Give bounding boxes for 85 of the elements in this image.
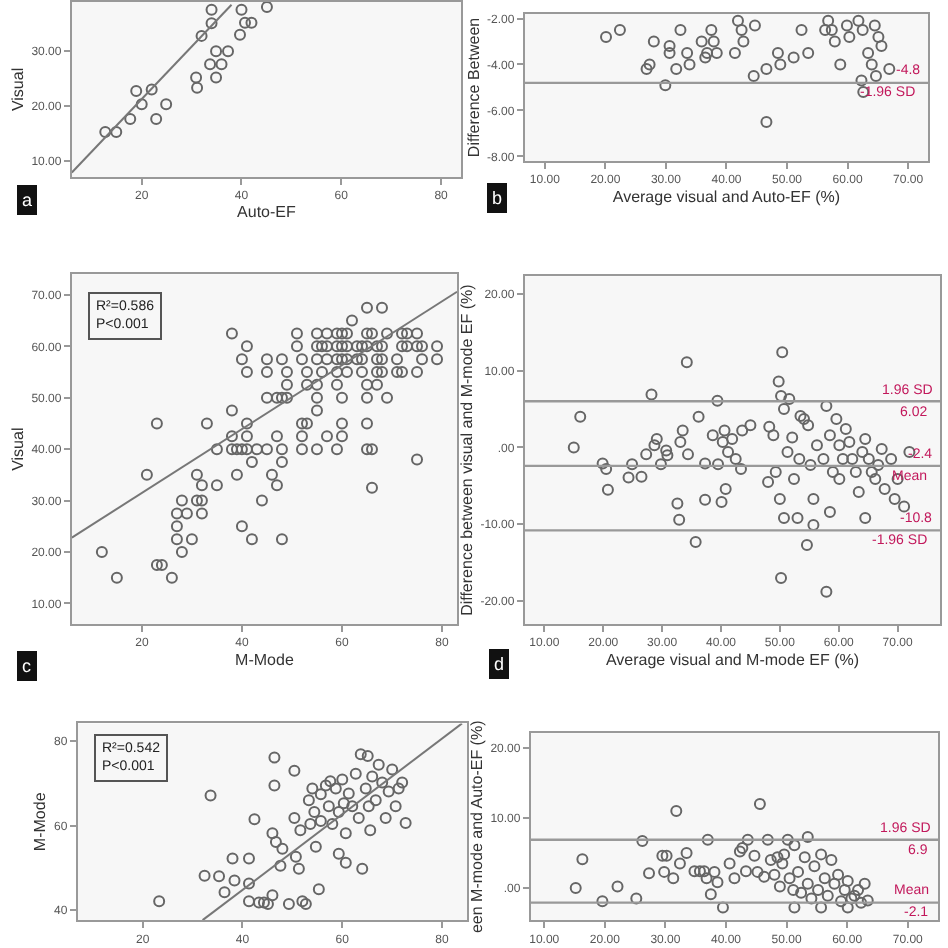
point bbox=[150, 112, 163, 125]
point bbox=[245, 16, 258, 29]
text: c bbox=[22, 656, 32, 676]
y-axis-title: Difference between visual and M-mode EF (%) bbox=[457, 283, 476, 616]
point bbox=[613, 24, 626, 36]
point bbox=[205, 3, 218, 16]
y-axis-title: M-Mode bbox=[31, 791, 50, 852]
x-axis-title: M-Mode bbox=[235, 650, 295, 669]
point bbox=[883, 63, 896, 76]
point bbox=[828, 35, 841, 48]
point bbox=[707, 35, 720, 48]
point bbox=[210, 45, 223, 58]
point bbox=[822, 14, 835, 27]
point bbox=[855, 74, 868, 87]
point bbox=[210, 71, 223, 84]
point bbox=[747, 69, 760, 82]
text: a bbox=[22, 190, 33, 210]
point bbox=[843, 30, 856, 43]
point bbox=[643, 58, 656, 71]
point bbox=[260, 2, 273, 13]
point bbox=[737, 35, 750, 48]
point bbox=[705, 24, 718, 36]
x-axis-title: Auto-EF bbox=[237, 203, 297, 222]
point bbox=[239, 16, 251, 29]
point bbox=[215, 58, 228, 71]
point bbox=[834, 58, 847, 71]
point bbox=[852, 14, 865, 27]
point bbox=[681, 46, 694, 59]
point bbox=[674, 24, 687, 36]
point bbox=[731, 14, 744, 27]
point bbox=[840, 19, 853, 32]
point bbox=[190, 71, 203, 84]
point bbox=[872, 30, 885, 43]
point bbox=[728, 46, 741, 59]
point bbox=[748, 19, 761, 32]
point bbox=[222, 45, 235, 58]
point bbox=[600, 30, 613, 43]
y-axis-title: Visual bbox=[8, 67, 27, 112]
point bbox=[234, 28, 246, 41]
point bbox=[865, 58, 878, 71]
point bbox=[771, 46, 784, 59]
point bbox=[195, 29, 208, 42]
y-axis-title: Difference Between bbox=[464, 17, 483, 158]
point bbox=[191, 81, 204, 94]
point bbox=[699, 51, 712, 64]
point bbox=[205, 17, 218, 30]
x-axis-title: Average visual and M-mode EF (%) bbox=[605, 650, 860, 669]
point bbox=[701, 46, 714, 59]
point bbox=[802, 46, 815, 59]
point bbox=[659, 79, 672, 92]
text: b bbox=[492, 188, 503, 208]
point bbox=[825, 24, 838, 36]
point bbox=[819, 24, 832, 36]
point bbox=[204, 58, 217, 71]
point bbox=[647, 35, 660, 48]
point bbox=[795, 24, 808, 36]
point bbox=[875, 40, 888, 53]
point bbox=[110, 126, 123, 139]
text: d bbox=[494, 654, 505, 674]
point bbox=[735, 24, 748, 36]
point bbox=[124, 112, 137, 125]
point bbox=[145, 83, 158, 96]
point bbox=[695, 35, 708, 48]
point bbox=[130, 85, 143, 98]
point bbox=[787, 51, 800, 64]
y-axis-title: een M-mode and Auto-EF (%) bbox=[467, 719, 486, 934]
point bbox=[862, 46, 875, 59]
point bbox=[774, 58, 787, 71]
point bbox=[640, 63, 653, 76]
point bbox=[710, 46, 723, 59]
point bbox=[683, 58, 696, 71]
point bbox=[663, 40, 676, 53]
point bbox=[670, 63, 683, 76]
point bbox=[856, 24, 869, 36]
point bbox=[135, 98, 148, 111]
point bbox=[760, 115, 773, 128]
y-axis-title: Visual bbox=[8, 427, 27, 471]
x-axis-title: Average visual and Auto-EF (%) bbox=[612, 187, 841, 206]
point bbox=[160, 98, 173, 111]
point bbox=[663, 46, 676, 59]
point bbox=[235, 3, 248, 16]
point bbox=[868, 19, 881, 32]
point bbox=[760, 63, 773, 76]
point bbox=[869, 69, 882, 82]
point bbox=[99, 126, 112, 139]
